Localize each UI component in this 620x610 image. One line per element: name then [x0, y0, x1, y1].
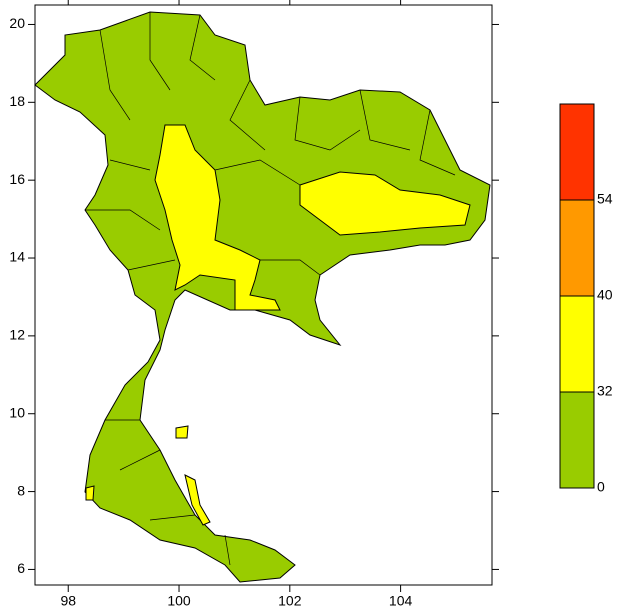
legend-swatch [559, 391, 595, 489]
y-tick-label: 10 [9, 404, 25, 420]
plot-frame [34, 4, 493, 586]
legend-swatch [559, 103, 595, 201]
axes: 98 100 102 104 6 8 10 12 14 16 18 20 [9, 0, 499, 609]
x-tick-label: 100 [167, 593, 191, 609]
y-tick-label: 16 [9, 171, 25, 187]
x-tick-label: 104 [389, 593, 413, 609]
y-tick-label: 20 [9, 15, 25, 31]
province-lines [85, 12, 456, 566]
south-zone [184, 474, 211, 526]
central-zone [154, 124, 281, 311]
legend-swatch [559, 199, 595, 297]
y-tick-label: 18 [9, 93, 25, 109]
y-tick-label: 8 [17, 482, 25, 498]
x-tick-label: 98 [60, 593, 76, 609]
map-shapes [34, 11, 491, 583]
color-legend: 0 32 40 54 [559, 103, 613, 495]
legend-label: 0 [597, 479, 605, 495]
x-tick-label: 102 [278, 593, 302, 609]
y-tick-label: 12 [9, 327, 25, 343]
y-tick-label: 6 [17, 560, 25, 576]
legend-label: 54 [597, 191, 613, 207]
island [175, 425, 189, 439]
island [85, 485, 95, 501]
legend-swatch [559, 295, 595, 393]
northeast-zone [299, 171, 471, 236]
legend-label: 40 [597, 287, 613, 303]
y-tick-label: 14 [9, 249, 25, 265]
legend-label: 32 [597, 383, 613, 399]
